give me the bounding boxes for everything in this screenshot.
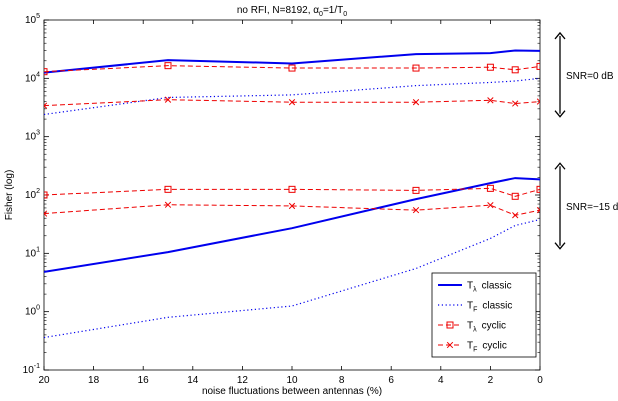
y-tick-label: 105	[25, 13, 40, 26]
x-tick-label: 12	[237, 375, 249, 386]
data-point	[511, 66, 519, 74]
x-tick-label: 14	[187, 375, 199, 386]
data-point	[288, 185, 296, 193]
snr-annotation: SNR=−15 dB	[554, 162, 618, 250]
series-snr15-T_F_cyclic	[44, 201, 540, 219]
legend-marker	[446, 321, 454, 329]
chart-title: no RFI, N=8192, α0=1/T0	[237, 5, 347, 18]
series-snr0-T_lambda_classic	[44, 49, 540, 74]
y-axis-label: Fisher (log)	[4, 170, 15, 221]
data-point	[412, 186, 420, 194]
legend-marker	[446, 341, 454, 349]
series-line	[44, 65, 540, 73]
legend-item: TF classic	[438, 301, 512, 314]
legend-item: Tλ cyclic	[438, 321, 506, 334]
data-point	[288, 99, 296, 106]
series-line	[44, 177, 540, 273]
x-tick-label: 10	[286, 375, 298, 386]
data-point	[412, 64, 420, 72]
data-point	[487, 201, 494, 209]
data-point	[512, 100, 519, 107]
series-snr0-T_lambda_cyclic	[44, 62, 540, 76]
data-point	[536, 185, 540, 193]
series-line	[44, 187, 540, 197]
legend-label: Tλ cyclic	[467, 321, 506, 334]
data-point	[44, 102, 48, 109]
data-point	[164, 185, 172, 193]
x-tick-label: 4	[438, 375, 444, 386]
x-axis-label: noise fluctuations between antennas (%)	[202, 386, 382, 397]
legend-label: Tλ classic	[467, 281, 512, 294]
legend-item: Tλ classic	[438, 281, 512, 294]
snr-label: SNR=−15 dB	[566, 202, 618, 213]
series-snr0-T_F_classic	[44, 77, 540, 116]
y-tick-label: 100	[25, 305, 40, 318]
series-snr15-T_lambda_cyclic	[44, 184, 540, 200]
legend-label: TF classic	[467, 301, 512, 314]
data-point	[44, 210, 48, 217]
y-tick-label: 10-1	[23, 363, 40, 376]
data-point	[288, 202, 296, 210]
legend-label: TF cyclic	[467, 341, 507, 354]
annotations: SNR=0 dB SNR=−15 dB	[554, 31, 618, 250]
y-tick-label: 102	[25, 188, 40, 201]
x-tick-label: 20	[38, 375, 50, 386]
x-tick-label: 0	[537, 375, 543, 386]
x-tick-label: 6	[388, 375, 394, 386]
data-point	[412, 99, 420, 106]
series-line	[44, 218, 540, 339]
data-point	[44, 68, 48, 76]
data-point	[486, 184, 494, 192]
data-point	[512, 212, 519, 219]
data-point	[44, 191, 48, 199]
y-tick-label: 103	[25, 130, 40, 143]
data-point	[536, 98, 540, 105]
series-snr15-T_lambda_classic	[44, 177, 540, 273]
data-point	[412, 206, 420, 214]
data-point	[164, 201, 172, 208]
y-tick-label: 104	[25, 71, 40, 84]
x-tick-label: 18	[88, 375, 100, 386]
data-point	[536, 206, 540, 214]
legend-box	[431, 272, 537, 358]
series-snr0-T_F_cyclic	[44, 96, 540, 109]
arrow-head-down	[554, 110, 566, 118]
data-point	[511, 192, 519, 200]
x-tick-label: 2	[488, 375, 494, 386]
arrow-head-down	[554, 242, 566, 250]
data-point	[536, 62, 540, 70]
data-point	[164, 62, 172, 70]
arrow-head-up	[554, 31, 566, 40]
series-line	[44, 49, 540, 74]
series-line	[44, 77, 540, 116]
snr-annotation: SNR=0 dB	[554, 31, 614, 118]
arrow-head-up	[554, 162, 566, 170]
x-tick-label: 8	[339, 375, 345, 386]
y-tick-label: 101	[25, 246, 40, 259]
series-snr15-T_F_classic	[44, 218, 540, 339]
data-point	[487, 97, 494, 104]
data-point	[288, 64, 296, 72]
snr-label: SNR=0 dB	[566, 71, 614, 82]
x-tick-label: 16	[138, 375, 150, 386]
data-point	[164, 96, 172, 103]
legend-item: TF cyclic	[438, 341, 507, 354]
data-point	[486, 63, 494, 71]
series-layer	[44, 49, 540, 339]
legend: Tλ classic TF classic Tλ cyclic TF cyclic	[431, 272, 537, 358]
